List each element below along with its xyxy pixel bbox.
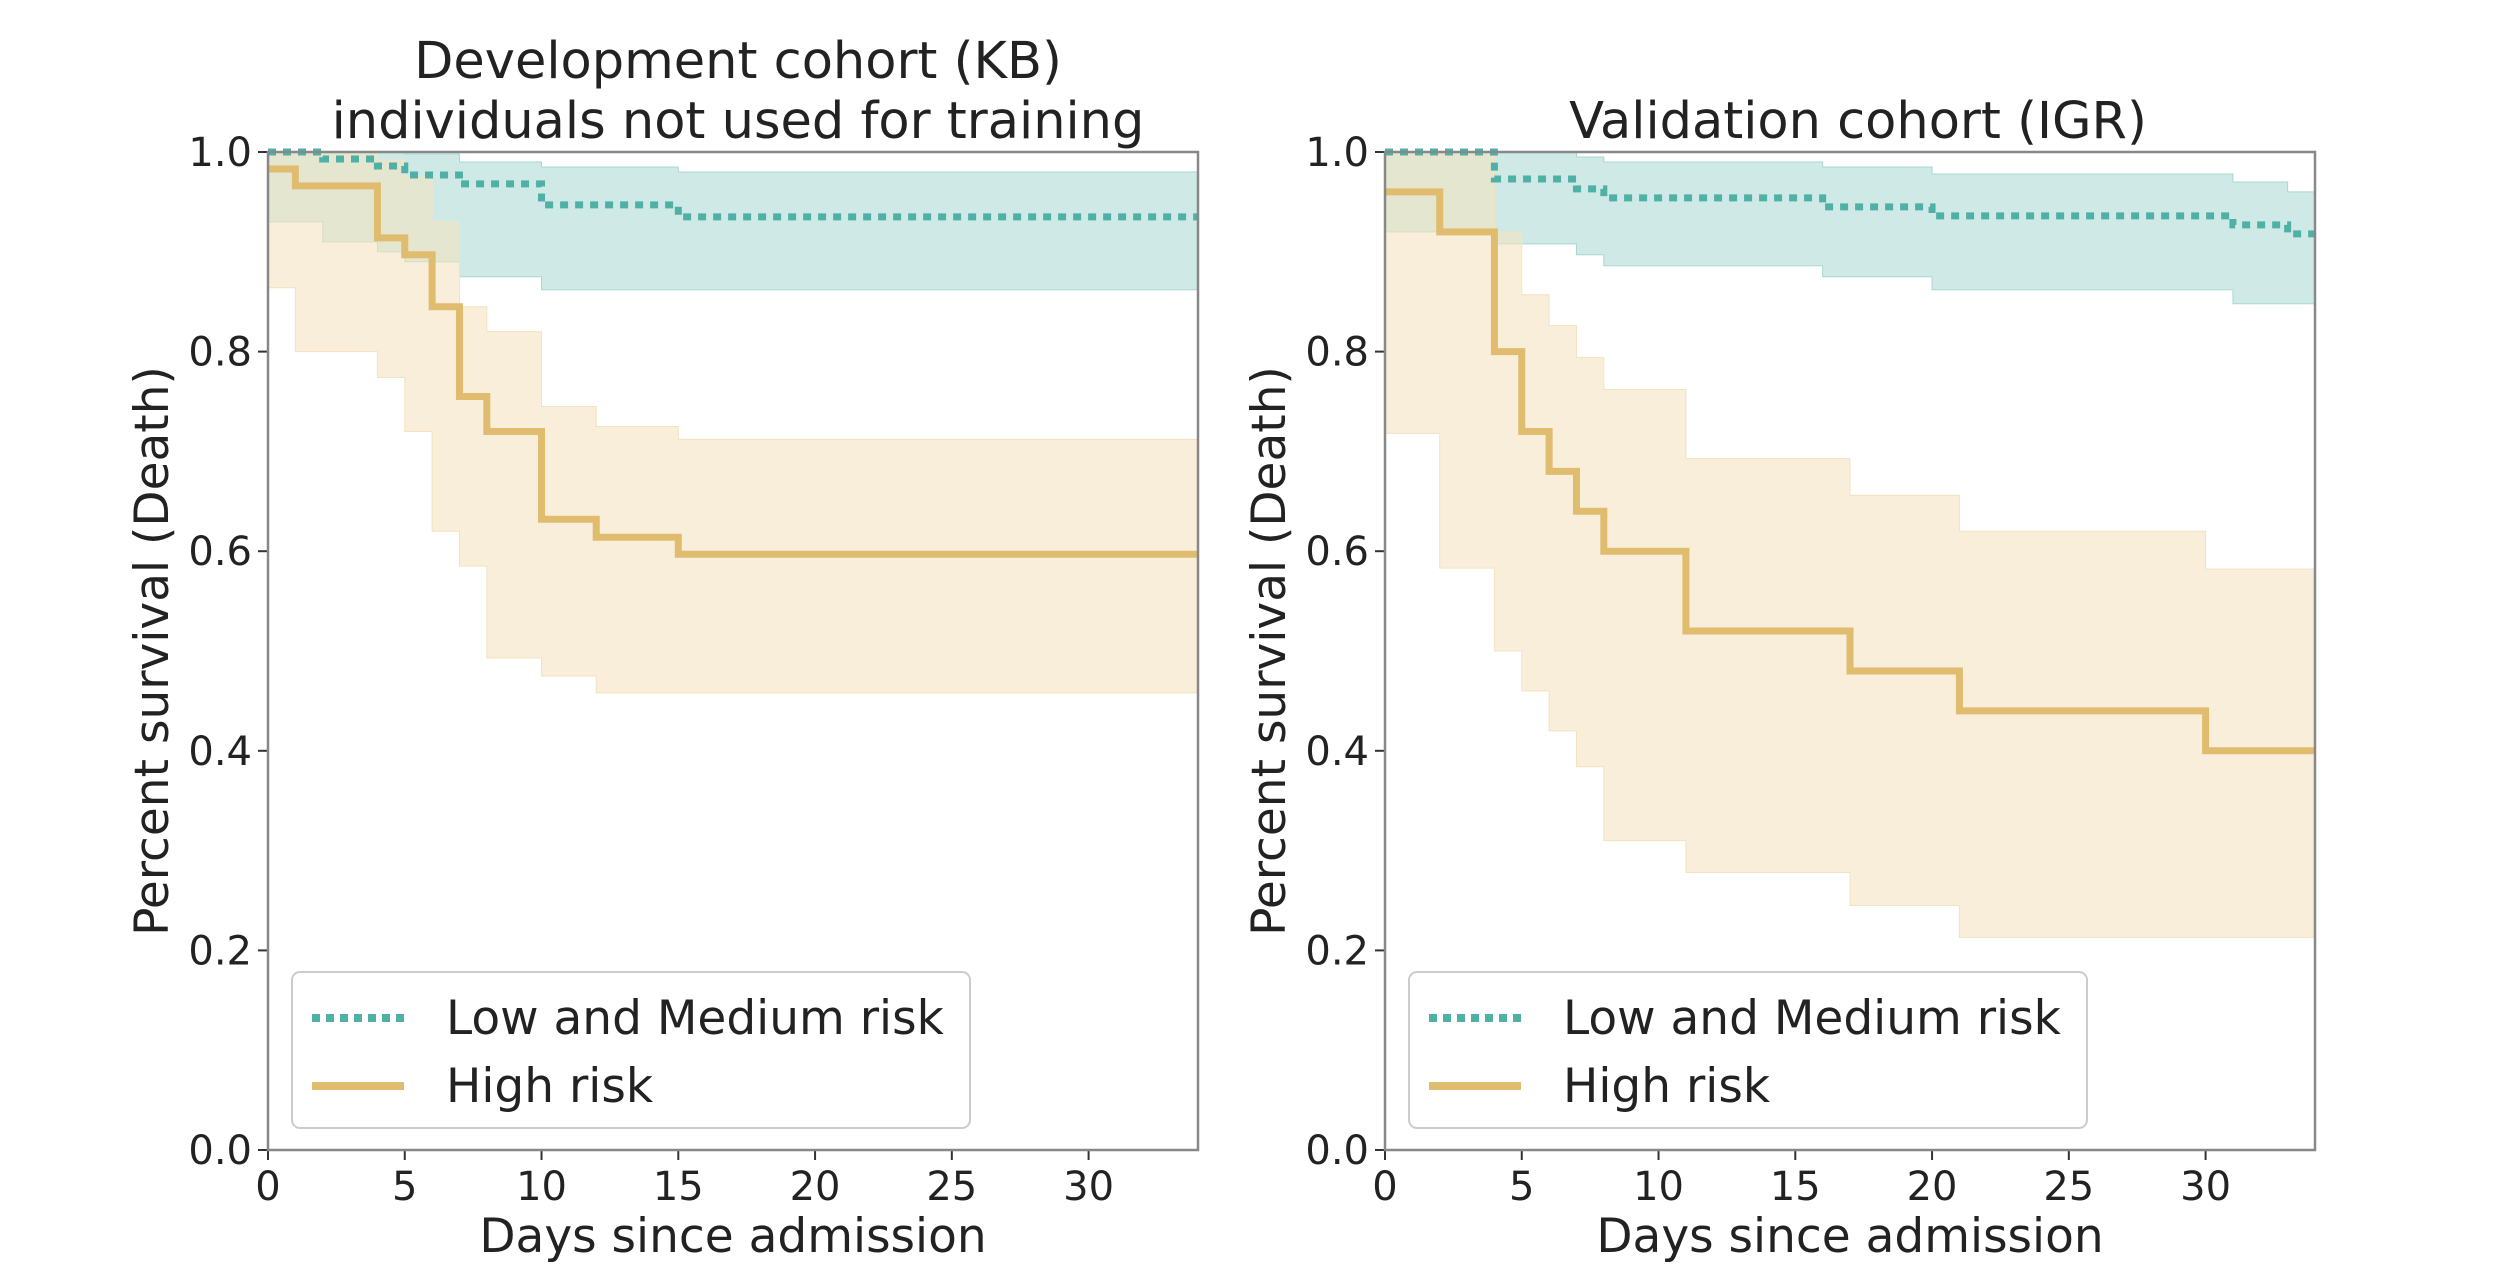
- legend: Low and Medium risk High risk: [291, 971, 971, 1129]
- x-tick-label: 5: [1509, 1164, 1534, 1210]
- chart-title: Validation cohort (IGR): [1569, 92, 2147, 151]
- x-tick-label: 0: [255, 1164, 280, 1210]
- plot-frame: [266, 150, 1200, 1152]
- y-tick-label: 0.8: [1305, 330, 1369, 376]
- legend-box: [291, 971, 971, 1129]
- y-axis-label: Percent survival (Death): [1242, 366, 1297, 936]
- legend-box: [1408, 971, 2088, 1129]
- y-axis-label: Percent survival (Death): [125, 366, 180, 936]
- y-tick-label: 1.0: [1305, 130, 1369, 176]
- legend-label-low-medium: Low and Medium risk: [1563, 991, 2062, 1046]
- y-tick-label: 0.6: [188, 529, 252, 575]
- legend-label-high: High risk: [446, 1059, 654, 1114]
- axis-ticks: 0 5 10 15 20 25 30 0.0 0.2 0.4 0.6 0.8 1.0: [1305, 130, 2231, 1210]
- legend: Low and Medium risk High risk: [1408, 971, 2088, 1129]
- survival-line-low-medium: [268, 148, 1198, 221]
- x-axis-label: Days since admission: [479, 1209, 986, 1264]
- x-tick-label: 20: [1907, 1164, 1958, 1210]
- x-tick-label: 25: [2043, 1164, 2094, 1210]
- y-tick-label: 0.0: [188, 1128, 252, 1174]
- y-tick-label: 1.0: [188, 130, 252, 176]
- y-tick-label: 0.2: [1305, 928, 1369, 974]
- axis-ticks: 0 5 10 15 20 25 30 0.0 0.2 0.4 0.6 0.8 1.0: [188, 130, 1114, 1210]
- x-tick-label: 30: [1063, 1164, 1114, 1210]
- x-tick-label: 20: [790, 1164, 841, 1210]
- x-axis-label: Days since admission: [1596, 1209, 2103, 1264]
- y-tick-label: 0.2: [188, 928, 252, 974]
- chart-title-line-1: Development cohort (KB): [414, 32, 1062, 91]
- legend-label-high: High risk: [1563, 1059, 1771, 1114]
- y-tick-label: 0.6: [1305, 529, 1369, 575]
- x-tick-label: 10: [516, 1164, 567, 1210]
- chart-panel-development: Development cohort (KB) individuals not …: [125, 32, 1200, 1264]
- plot-frame: [1383, 150, 2317, 1152]
- chart-panel-validation: Validation cohort (IGR) 0 5 10 15 20 25 300.00…: [1242, 92, 2317, 1264]
- x-tick-label: 5: [392, 1164, 417, 1210]
- y-tick-label: 0.0: [1305, 1128, 1369, 1174]
- legend-label-low-medium: Low and Medium risk: [446, 991, 945, 1046]
- x-tick-label: 10: [1633, 1164, 1684, 1210]
- y-tick-label: 0.4: [1305, 729, 1369, 775]
- confidence-band-high: [1384, 151, 2316, 938]
- x-tick-label: 25: [926, 1164, 977, 1210]
- x-tick-label: 0: [1372, 1164, 1397, 1210]
- x-tick-label: 15: [653, 1164, 704, 1210]
- x-tick-label: 30: [2180, 1164, 2231, 1210]
- survival-lines: [268, 148, 1198, 558]
- x-tick-label: 15: [1770, 1164, 1821, 1210]
- survival-line-high: [1385, 188, 2315, 755]
- survival-line-high: [268, 165, 1198, 558]
- y-tick-label: 0.8: [188, 330, 252, 376]
- survival-lines: [1385, 148, 2315, 755]
- survival-line-low-medium: [1385, 148, 2315, 238]
- confidence-bands: [1384, 151, 2316, 938]
- chart-title-line-2: individuals not used for training: [332, 92, 1145, 151]
- y-tick-label: 0.4: [188, 729, 252, 775]
